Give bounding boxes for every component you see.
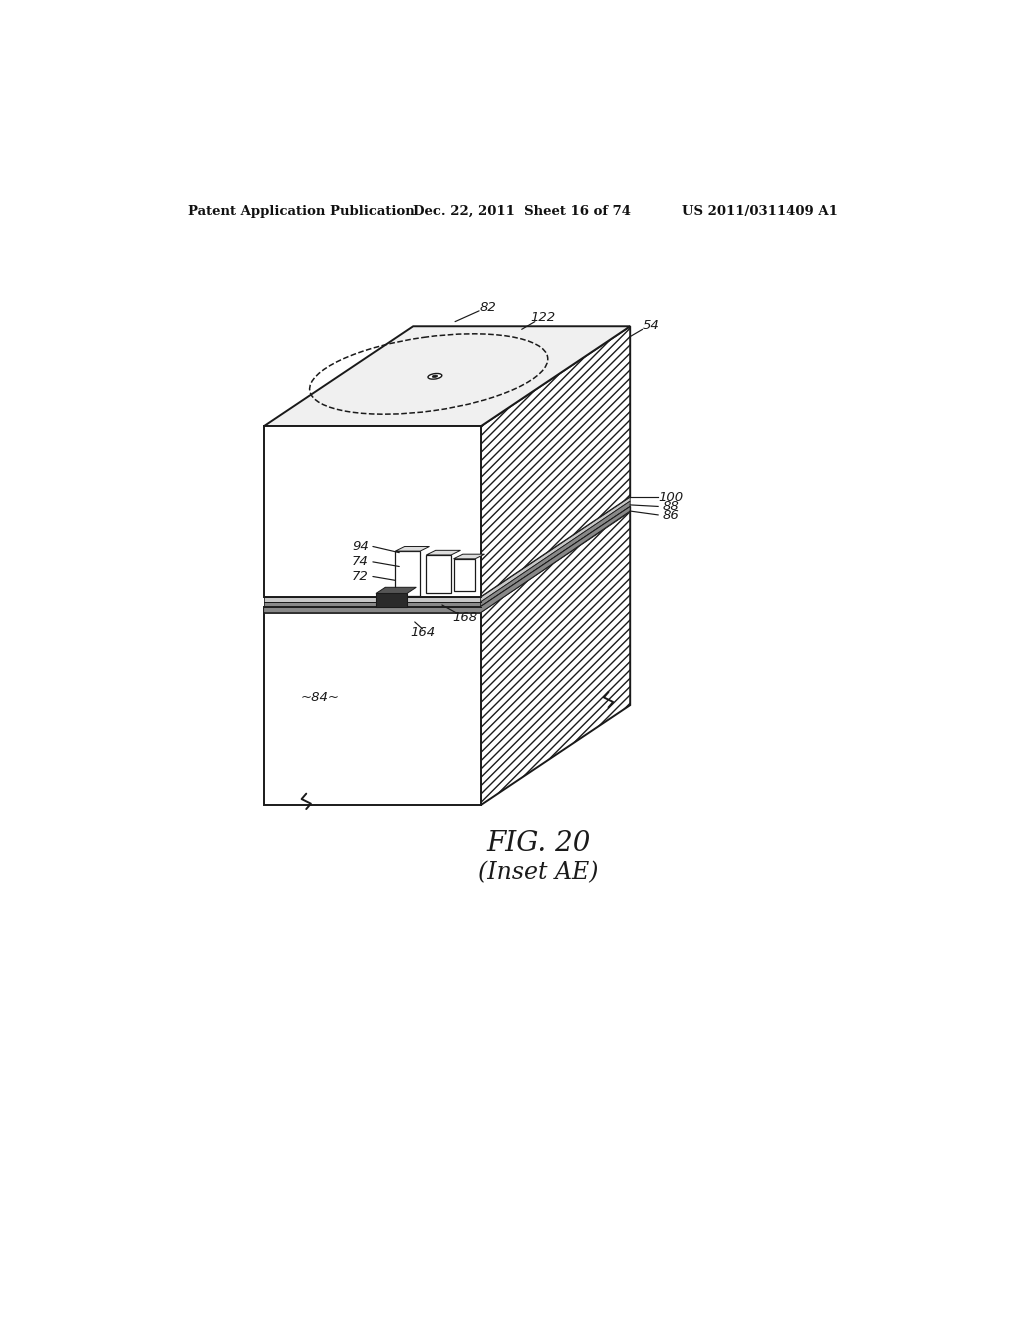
Polygon shape <box>480 498 630 602</box>
Text: 72: 72 <box>352 570 369 583</box>
Text: 94: 94 <box>352 540 369 553</box>
Polygon shape <box>263 607 480 612</box>
Polygon shape <box>376 587 417 594</box>
Polygon shape <box>426 554 452 594</box>
Polygon shape <box>480 507 630 612</box>
Polygon shape <box>376 594 407 607</box>
Text: 74: 74 <box>352 556 369 569</box>
Polygon shape <box>263 602 480 607</box>
Text: 122: 122 <box>530 312 556 325</box>
Polygon shape <box>263 607 480 805</box>
Polygon shape <box>480 502 630 607</box>
Polygon shape <box>263 326 630 426</box>
Text: Dec. 22, 2011  Sheet 16 of 74: Dec. 22, 2011 Sheet 16 of 74 <box>414 205 631 218</box>
Text: 86: 86 <box>663 510 679 523</box>
Text: Patent Application Publication: Patent Application Publication <box>188 205 415 218</box>
Text: 164: 164 <box>410 626 435 639</box>
Text: FIG. 20: FIG. 20 <box>486 830 591 857</box>
Polygon shape <box>263 426 480 597</box>
Text: 82: 82 <box>480 301 497 314</box>
Text: ~84~: ~84~ <box>301 690 340 704</box>
Polygon shape <box>426 550 461 554</box>
Polygon shape <box>263 597 480 602</box>
Polygon shape <box>395 552 420 595</box>
Text: 168: 168 <box>453 611 477 624</box>
Ellipse shape <box>432 375 437 378</box>
Text: 54: 54 <box>643 319 659 333</box>
Polygon shape <box>454 554 484 558</box>
Text: US 2011/0311409 A1: US 2011/0311409 A1 <box>682 205 838 218</box>
Polygon shape <box>263 507 630 612</box>
Text: (Inset AE): (Inset AE) <box>478 862 599 884</box>
Polygon shape <box>480 326 630 597</box>
Ellipse shape <box>428 374 441 379</box>
Text: 88: 88 <box>663 500 679 513</box>
Polygon shape <box>480 507 630 805</box>
Polygon shape <box>454 558 475 591</box>
Text: 100: 100 <box>658 491 683 504</box>
Polygon shape <box>395 546 429 552</box>
